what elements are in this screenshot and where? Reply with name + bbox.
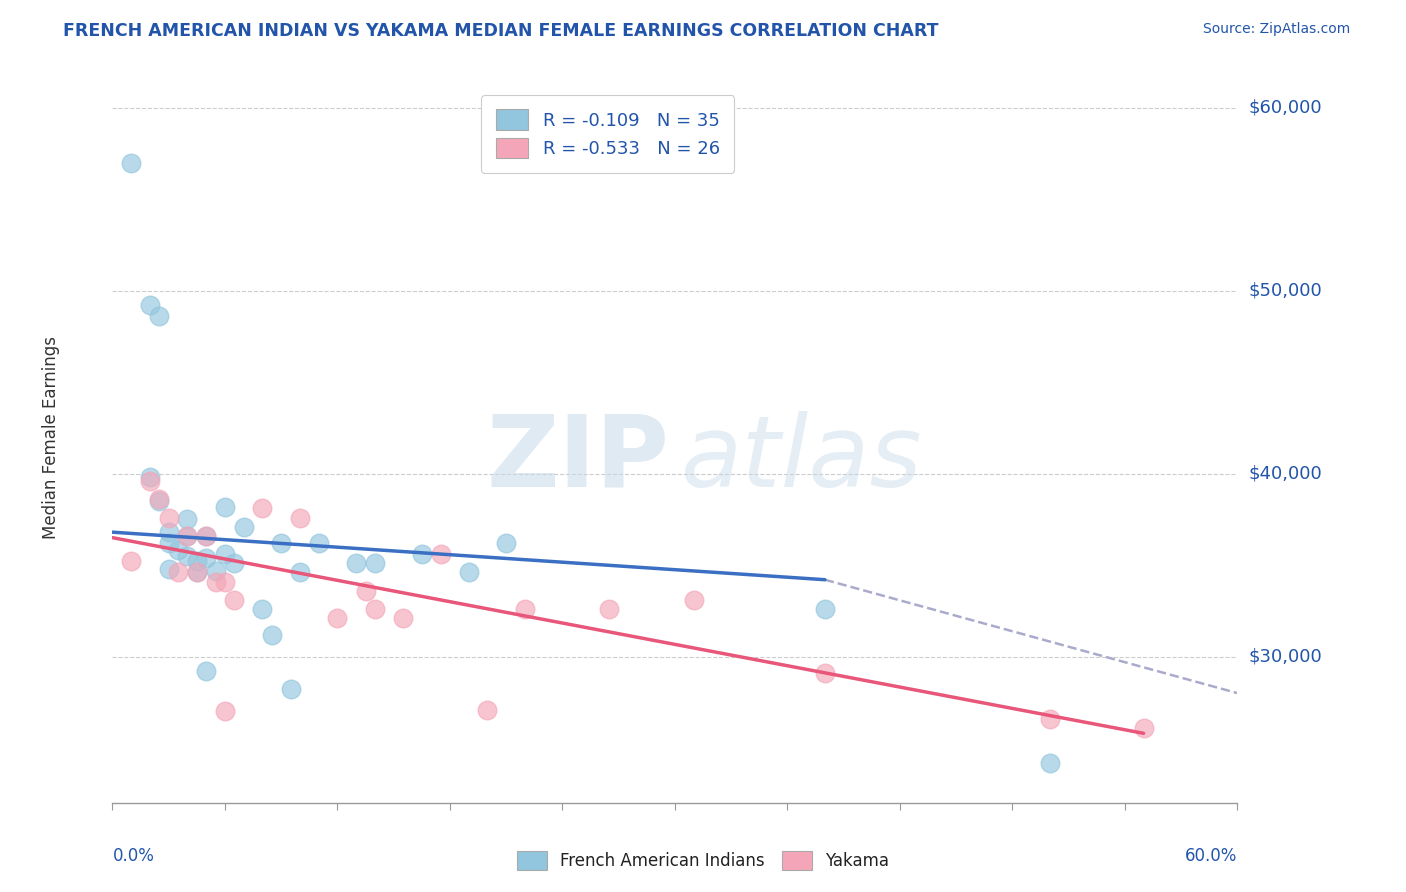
Point	[392, 611, 415, 625]
Text: $60,000: $60,000	[1249, 99, 1322, 117]
Point	[176, 512, 198, 526]
Point	[195, 529, 218, 543]
Point	[167, 543, 190, 558]
Point	[214, 574, 236, 589]
Text: 0.0%: 0.0%	[112, 847, 155, 864]
Text: Median Female Earnings: Median Female Earnings	[42, 335, 59, 539]
Point	[224, 592, 246, 607]
Point	[139, 298, 162, 312]
Point	[157, 536, 180, 550]
Point	[195, 664, 218, 678]
Point	[204, 574, 226, 589]
Point	[814, 602, 837, 616]
Point	[120, 554, 142, 568]
Point	[176, 529, 198, 543]
Text: atlas: atlas	[681, 410, 922, 508]
Point	[148, 494, 170, 508]
Point	[176, 549, 198, 563]
Point	[195, 550, 218, 565]
Point	[1039, 756, 1062, 770]
Text: Source: ZipAtlas.com: Source: ZipAtlas.com	[1202, 22, 1350, 37]
Point	[252, 501, 274, 516]
Point	[429, 547, 451, 561]
Point	[477, 702, 499, 716]
Point	[280, 682, 302, 697]
Point	[176, 529, 198, 543]
Point	[157, 562, 180, 576]
Point	[214, 500, 236, 514]
Legend: R = -0.109   N = 35, R = -0.533   N = 26: R = -0.109 N = 35, R = -0.533 N = 26	[481, 95, 734, 173]
Point	[252, 602, 274, 616]
Text: FRENCH AMERICAN INDIAN VS YAKAMA MEDIAN FEMALE EARNINGS CORRELATION CHART: FRENCH AMERICAN INDIAN VS YAKAMA MEDIAN …	[63, 22, 939, 40]
Point	[186, 566, 208, 580]
Point	[139, 474, 162, 488]
Point	[364, 556, 387, 570]
Point	[204, 564, 226, 578]
Text: ZIP: ZIP	[486, 410, 669, 508]
Text: $50,000: $50,000	[1249, 282, 1322, 300]
Point	[495, 536, 517, 550]
Point	[513, 602, 536, 616]
Point	[411, 547, 433, 561]
Point	[1039, 712, 1062, 726]
Point	[288, 510, 311, 524]
Point	[148, 310, 170, 324]
Point	[1132, 721, 1154, 735]
Point	[148, 492, 170, 507]
Text: $40,000: $40,000	[1249, 465, 1322, 483]
Point	[344, 556, 367, 570]
Point	[814, 665, 837, 680]
Text: $30,000: $30,000	[1249, 648, 1322, 665]
Point	[186, 566, 208, 580]
Text: 60.0%: 60.0%	[1185, 847, 1237, 864]
Legend: French American Indians, Yakama: French American Indians, Yakama	[510, 844, 896, 877]
Point	[457, 566, 479, 580]
Point	[139, 470, 162, 484]
Point	[260, 627, 283, 641]
Point	[598, 602, 620, 616]
Point	[682, 592, 704, 607]
Point	[186, 554, 208, 568]
Point	[354, 583, 377, 598]
Point	[364, 602, 387, 616]
Point	[167, 566, 190, 580]
Point	[224, 556, 246, 570]
Point	[195, 529, 218, 543]
Point	[326, 611, 349, 625]
Point	[232, 519, 254, 533]
Point	[288, 566, 311, 580]
Point	[120, 155, 142, 169]
Point	[157, 510, 180, 524]
Point	[308, 536, 330, 550]
Point	[270, 536, 292, 550]
Point	[214, 705, 236, 719]
Point	[157, 525, 180, 540]
Point	[214, 547, 236, 561]
